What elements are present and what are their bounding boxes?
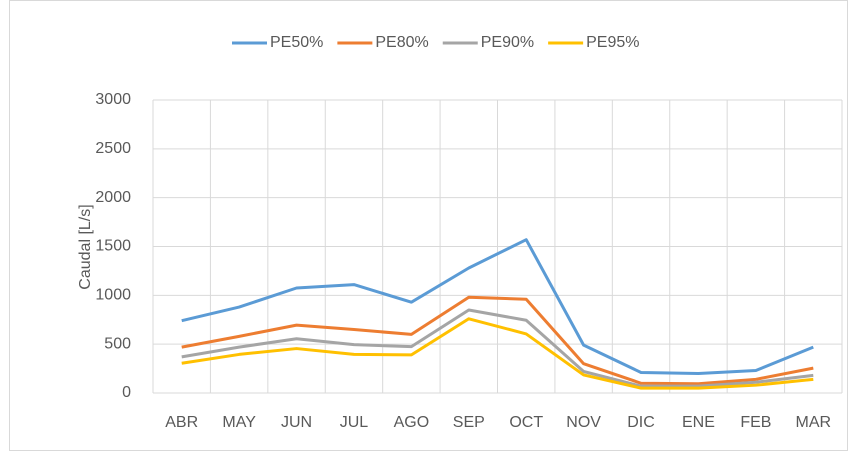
x-tick-label: FEB	[740, 414, 771, 431]
x-tick-label: MAY	[222, 414, 256, 431]
y-tick-label: 1000	[95, 287, 131, 304]
x-tick-label: ENE	[682, 414, 715, 431]
legend-label: PE50%	[270, 34, 323, 51]
series-line	[181, 317, 814, 390]
y-tick-label: 0	[122, 384, 131, 401]
y-tick-label: 2500	[95, 140, 131, 157]
x-tick-label: DIC	[627, 414, 655, 431]
x-tick-label: JUN	[281, 414, 312, 431]
y-tick-label: 3000	[95, 91, 131, 108]
y-tick-label: 2000	[95, 189, 131, 206]
chart-border	[9, 0, 848, 451]
legend-label: PE90%	[481, 34, 534, 51]
y-tick-label: 500	[104, 335, 131, 352]
x-tick-label: AGO	[394, 414, 430, 431]
x-tick-label: JUL	[340, 414, 369, 431]
series-line	[181, 308, 814, 388]
x-tick-label: NOV	[566, 414, 601, 431]
x-tick-label: ABR	[165, 414, 198, 431]
legend-label: PE80%	[375, 34, 428, 51]
series-line	[181, 238, 814, 375]
x-tick-label: OCT	[509, 414, 543, 431]
y-tick-label: 1500	[95, 238, 131, 255]
series-line	[181, 295, 814, 386]
x-tick-label: MAR	[796, 414, 832, 431]
legend-label: PE95%	[586, 34, 639, 51]
y-axis-label: Caudal [L/s]	[77, 204, 94, 289]
x-tick-label: SEP	[453, 414, 485, 431]
